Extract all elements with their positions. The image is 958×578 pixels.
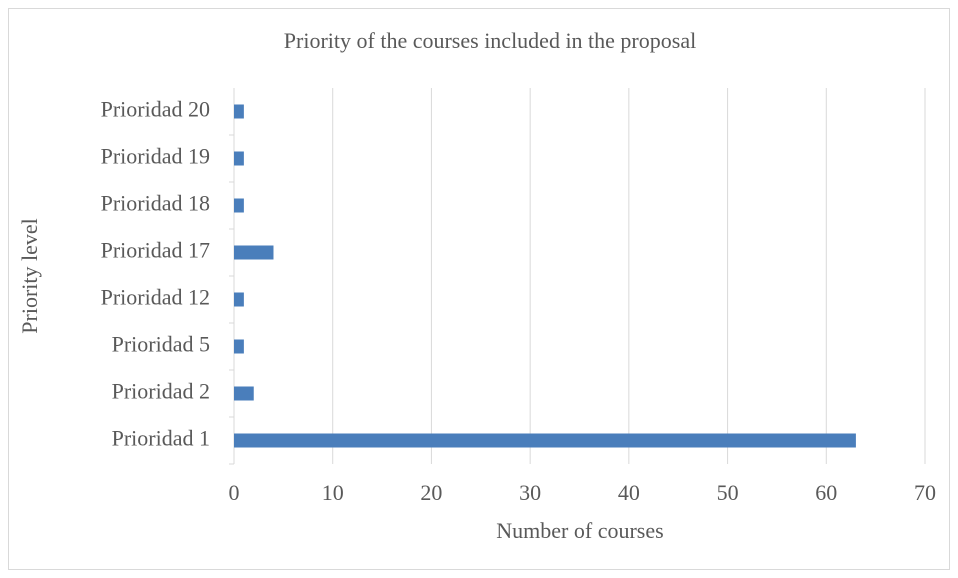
y-tick-label: Prioridad 17	[101, 238, 210, 263]
x-tick-label: 10	[322, 480, 344, 505]
x-axis-label: Number of courses	[496, 518, 663, 543]
bar	[234, 386, 254, 401]
bar	[234, 292, 244, 307]
bar	[234, 245, 274, 260]
y-tick-label: Prioridad 12	[101, 285, 210, 310]
y-tick-label: Prioridad 2	[112, 379, 210, 404]
y-tick-label: Prioridad 5	[112, 332, 210, 357]
bar	[234, 198, 244, 213]
x-tick-label: 50	[717, 480, 739, 505]
bar	[234, 151, 244, 166]
x-tick-label: 60	[815, 480, 837, 505]
x-tick-label: 0	[229, 480, 240, 505]
y-tick-label: Prioridad 1	[112, 426, 210, 451]
x-tick-label: 20	[420, 480, 442, 505]
y-tick-label: Prioridad 18	[101, 191, 210, 216]
x-tick-label: 30	[519, 480, 541, 505]
chart-frame	[8, 8, 950, 570]
x-tick-label: 40	[618, 480, 640, 505]
y-tick-label: Prioridad 19	[101, 144, 210, 169]
bar	[234, 104, 244, 119]
chart-title: Priority of the courses included in the …	[284, 28, 696, 53]
bar	[234, 339, 244, 354]
y-axis-label: Priority level	[17, 218, 42, 333]
y-tick-label: Prioridad 20	[101, 97, 210, 122]
bar	[234, 433, 856, 448]
x-tick-label: 70	[914, 480, 936, 505]
